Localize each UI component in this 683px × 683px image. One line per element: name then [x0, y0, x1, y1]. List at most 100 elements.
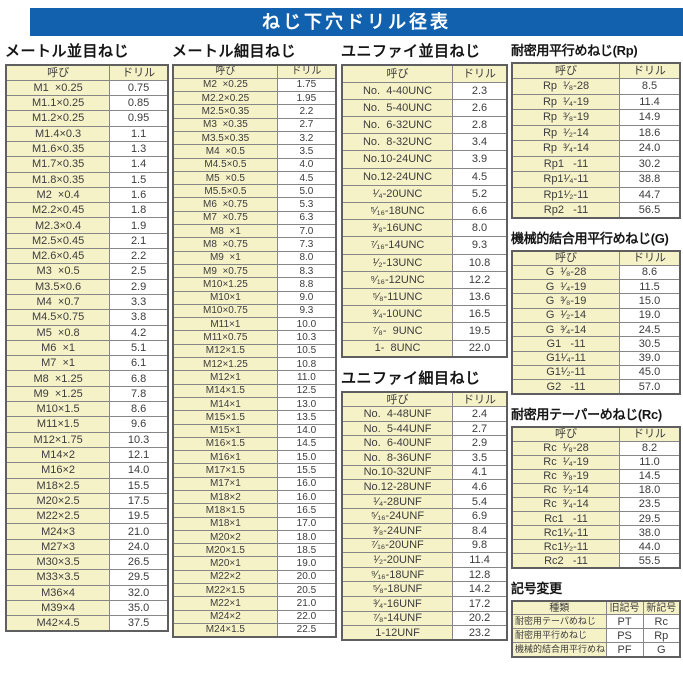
value-cell: 17.0: [276, 516, 337, 531]
name-cell: Rp ¹⁄₈-28: [511, 78, 621, 95]
table-row: 機械的結合用平行めねじ PF G: [511, 642, 681, 658]
table-row: M10×1 9.0: [172, 290, 337, 305]
value-cell: 11.4: [452, 552, 508, 568]
value-cell: 11.0: [276, 370, 337, 385]
table-row: M1 ×0.25 0.75: [5, 79, 169, 97]
value-cell: 4.5: [276, 170, 337, 186]
name-cell: M2.2×0.25: [172, 91, 278, 106]
value-cell: 4.6: [452, 479, 508, 495]
new-symbol-header: 新記号: [642, 600, 681, 616]
value-cell: 4.1: [452, 464, 508, 481]
value-cell: 16.5: [452, 305, 508, 324]
name-cell: M22×2: [172, 569, 278, 585]
value-cell: 4.5: [452, 167, 508, 186]
value-cell: 15.0: [619, 293, 681, 309]
value-cell: 1.1: [109, 125, 169, 142]
table-row: Rp ¹⁄₂-14 18.6: [511, 124, 681, 141]
name-cell: M2 ×0.4: [5, 186, 111, 204]
name-cell: Rc1¹⁄₂-11: [511, 539, 621, 555]
table-row: M12×1.75 10.3: [5, 431, 169, 448]
value-cell: 26.5: [109, 553, 169, 571]
table-row: M3.5×0.35 3.2: [172, 130, 337, 146]
table-row: M14×1 13.0: [172, 396, 337, 412]
table-row: M15×1.5 13.5: [172, 410, 337, 425]
table-row: M5 ×0.5 4.5: [172, 170, 337, 186]
value-cell: 29.5: [619, 511, 681, 527]
header-row: 呼び ドリル: [511, 250, 681, 266]
table-row: M12×1.5 10.5: [172, 343, 337, 359]
table-row: G1¹⁄₄-11 39.0: [511, 350, 681, 366]
name-cell: M18×1.5: [172, 503, 278, 518]
value-cell: 19.5: [452, 322, 508, 341]
name-cell: M10×0.75: [172, 303, 278, 319]
value-cell: 16.0: [276, 489, 337, 505]
table-row: M6 ×0.75 5.3: [172, 197, 337, 212]
table-row: M24×1.5 22.5: [172, 622, 337, 638]
name-cell: M2.3×0.4: [5, 217, 111, 234]
old-symbol-header: 旧記号: [605, 600, 644, 616]
name-cell: ⁹⁄₁₆-12UNC: [341, 270, 454, 289]
name-cell: M1.6×0.35: [5, 140, 111, 158]
name-cell: M10×1.5: [5, 401, 111, 418]
table-row: Rp1¹⁄₄-11 38.8: [511, 171, 681, 188]
name-cell: M9 ×1.25: [5, 385, 111, 403]
table-row: 耐密用テーパめねじ PT Rc: [511, 614, 681, 630]
table-row: ³⁄₈-16UNC 8.0: [341, 219, 508, 238]
name-cell: M1.7×0.35: [5, 156, 111, 173]
table-row: M4.5×0.5 4.0: [172, 157, 337, 172]
drill-header: ドリル: [619, 426, 681, 442]
name-cell: ¹⁄₄-20UNC: [341, 184, 454, 204]
name-cell: M20×2: [172, 529, 278, 545]
value-cell: 11.4: [619, 93, 681, 110]
table-row: No. 5-40UNC 2.6: [341, 98, 508, 118]
table-row: ¹⁄₄-28UNF 5.4: [341, 493, 508, 510]
table-row: M9 ×0.75 8.3: [172, 263, 337, 279]
value-cell: 2.6: [452, 98, 508, 118]
table-row: M2 ×0.4 1.6: [5, 186, 169, 204]
value-cell: 35.0: [109, 599, 169, 617]
table-row: M9 ×1.25 7.8: [5, 385, 169, 403]
value-cell: 19.0: [619, 307, 681, 323]
name-cell: M12×1.75: [5, 431, 111, 448]
name-cell: ⁷⁄₁₆-14UNC: [341, 236, 454, 255]
value-cell: 9.8: [452, 537, 508, 554]
value-cell: 3.9: [452, 150, 508, 169]
value-cell: 16.5: [276, 503, 337, 518]
name-cell: ⁵⁄₈-18UNF: [341, 581, 454, 597]
table-row: Rp2 -11 56.5: [511, 202, 681, 219]
value-cell: 2.1: [109, 232, 169, 250]
name-cell: G1¹⁄₂-11: [511, 364, 621, 381]
value-cell: 32.0: [109, 584, 169, 601]
table-row: M1.2×0.25 0.95: [5, 110, 169, 127]
name-cell: No.10-32UNF: [341, 464, 454, 481]
header-row: 呼び ドリル: [341, 64, 508, 83]
metric-fine-table: 呼び ドリル M2 ×0.25 1.75 M2.2×0.25 1.95 M2.5×0.3…: [172, 64, 337, 638]
name-cell: No. 8-36UNF: [341, 450, 454, 466]
section-title-rp: 耐密用平行めねじ(Rp): [511, 43, 638, 58]
name-cell: M2.2×0.45: [5, 202, 111, 219]
name-cell: ³⁄₄-10UNC: [341, 305, 454, 324]
name-cell: M1.4×0.3: [5, 125, 111, 142]
table-row: M6 ×1 5.1: [5, 339, 169, 357]
table-row: Rc ³⁄₈-19 14.5: [511, 468, 681, 484]
name-cell: Rp ¹⁄₄-19: [511, 93, 621, 110]
table-row: M11×1 10.0: [172, 317, 337, 332]
value-cell: 8.2: [619, 440, 681, 456]
name-cell: M1.8×0.35: [5, 171, 111, 188]
name-cell: 機械的結合用平行めねじ: [511, 642, 607, 658]
column-pipe-threads: 耐密用平行めねじ(Rp) 呼び ドリル Rp ¹⁄₈-28 8.5 Rp ¹⁄₄-1…: [511, 40, 681, 658]
name-cell: No. 4-48UNF: [341, 406, 454, 422]
section-title-metric-coarse: メートル並目ねじ: [5, 43, 130, 60]
section-title-unified-coarse: ユニファイ並目ねじ: [341, 43, 481, 60]
name-cell: No. 6-32UNC: [341, 116, 454, 135]
table-row: M4.5×0.75 3.8: [5, 309, 169, 326]
table-row: ³⁄₄-16UNF 17.2: [341, 596, 508, 612]
name-cell: M2.5×0.45: [5, 232, 111, 250]
table-row: G ³⁄₄-14 24.5: [511, 321, 681, 338]
table-row: G ¹⁄₄-19 11.5: [511, 279, 681, 295]
value-cell: 22.0: [452, 339, 508, 358]
name-cell: No. 8-32UNC: [341, 133, 454, 152]
table-row: M16×2 14.0: [5, 462, 169, 479]
value-cell: 10.3: [276, 330, 337, 345]
value-cell: 18.0: [619, 482, 681, 498]
